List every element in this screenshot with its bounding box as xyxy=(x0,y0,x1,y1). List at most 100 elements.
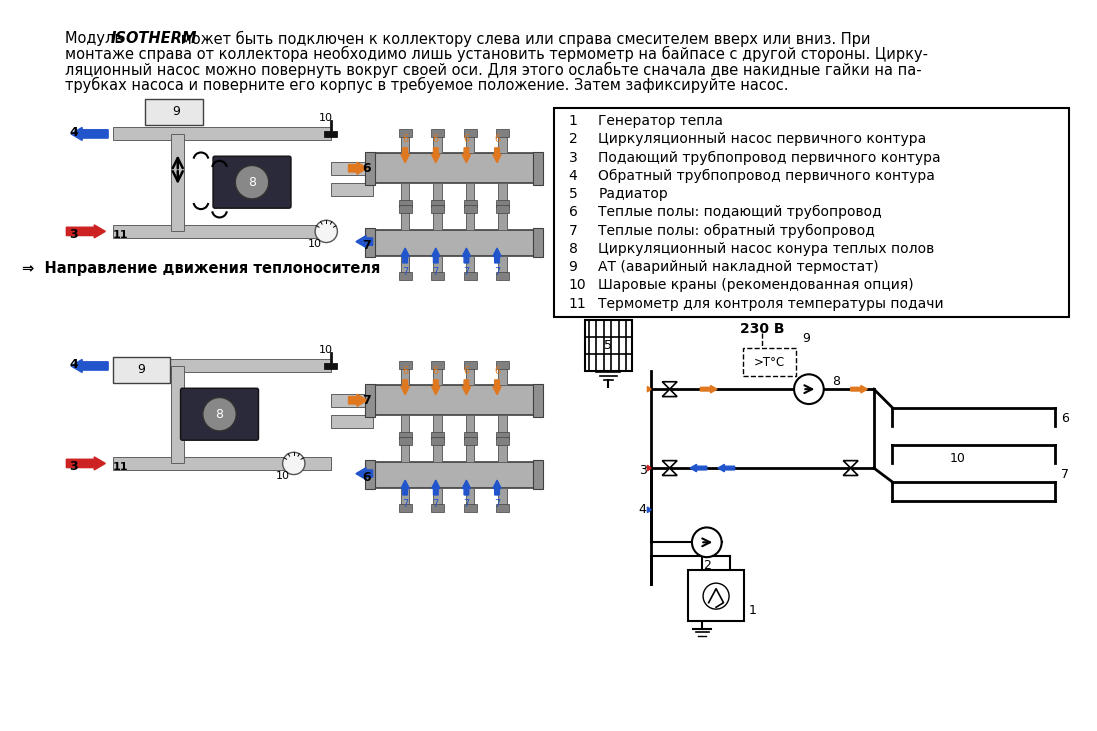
Text: 6: 6 xyxy=(362,471,371,484)
FancyArrow shape xyxy=(717,464,735,471)
Text: 9: 9 xyxy=(137,363,146,376)
Text: 7: 7 xyxy=(362,394,371,407)
Text: 6: 6 xyxy=(463,366,470,376)
Bar xyxy=(464,129,476,137)
Bar xyxy=(433,135,442,154)
Bar xyxy=(464,361,476,368)
Bar xyxy=(466,367,474,385)
Bar xyxy=(464,504,476,512)
Text: 10: 10 xyxy=(319,113,333,123)
Text: 7: 7 xyxy=(432,499,439,509)
Bar xyxy=(464,437,476,445)
Text: 6: 6 xyxy=(362,162,371,175)
Bar xyxy=(373,230,535,256)
Text: 5: 5 xyxy=(568,187,577,201)
Text: 1: 1 xyxy=(568,114,577,128)
Text: 10: 10 xyxy=(950,452,965,465)
Text: 2: 2 xyxy=(703,559,711,572)
Text: ISOTHERM: ISOTHERM xyxy=(111,31,197,46)
Text: Подающий трубпопровод первичного контура: Подающий трубпопровод первичного контура xyxy=(598,151,941,164)
Text: 3: 3 xyxy=(568,151,577,164)
Text: 6: 6 xyxy=(403,134,408,144)
Bar xyxy=(498,488,507,506)
Bar xyxy=(533,227,543,257)
Text: >T°C: >T°C xyxy=(754,356,784,368)
FancyArrow shape xyxy=(349,394,367,406)
Text: АТ (аварийный накладной термостат): АТ (аварийный накладной термостат) xyxy=(598,260,879,274)
Bar xyxy=(466,415,474,433)
FancyArrow shape xyxy=(493,480,501,495)
Text: 7: 7 xyxy=(402,267,408,276)
Text: Шаровые краны (рекомендованная опция): Шаровые краны (рекомендованная опция) xyxy=(598,279,914,292)
Bar xyxy=(496,205,509,213)
Text: Обратный трубпопровод первичного контура: Обратный трубпопровод первичного контура xyxy=(598,169,935,183)
Text: 230 В: 230 В xyxy=(740,322,784,336)
Text: Циркуляционный насос первичного контура: Циркуляционный насос первичного контура xyxy=(598,132,927,146)
Bar xyxy=(433,256,442,274)
Text: монтаже справа от коллектора необходимо лишь установить термометр на байпасе с д: монтаже справа от коллектора необходимо … xyxy=(65,46,928,62)
Bar xyxy=(466,211,474,230)
Bar xyxy=(431,437,444,445)
Text: 3: 3 xyxy=(638,464,646,477)
Text: 3: 3 xyxy=(69,227,78,240)
Text: Генератор тепла: Генератор тепла xyxy=(598,114,723,128)
Text: Теплые полы: подающий трубопровод: Теплые полы: подающий трубопровод xyxy=(598,205,882,219)
Polygon shape xyxy=(663,382,677,389)
Text: Теплые полы: обратный трубопровод: Теплые полы: обратный трубопровод xyxy=(598,224,875,238)
Bar xyxy=(402,367,409,385)
Bar xyxy=(496,432,509,439)
Bar xyxy=(373,154,535,183)
Bar xyxy=(496,361,509,368)
Bar xyxy=(113,127,331,140)
Bar xyxy=(498,443,507,461)
Text: 8: 8 xyxy=(833,375,840,388)
Bar xyxy=(431,129,444,137)
Bar xyxy=(496,272,509,280)
Bar xyxy=(464,432,476,439)
Text: 6: 6 xyxy=(463,134,470,144)
Bar xyxy=(398,205,411,213)
Bar xyxy=(433,211,442,230)
Text: 10: 10 xyxy=(568,279,586,292)
Bar xyxy=(431,504,444,512)
Text: 8: 8 xyxy=(248,175,256,189)
Bar xyxy=(466,488,474,506)
Bar xyxy=(398,504,411,512)
Circle shape xyxy=(315,220,338,243)
Polygon shape xyxy=(647,465,652,471)
Text: 7: 7 xyxy=(1062,468,1070,481)
Bar xyxy=(402,415,409,433)
FancyArrow shape xyxy=(462,248,471,263)
Bar xyxy=(402,135,409,154)
Text: 9: 9 xyxy=(802,332,810,344)
Text: 4: 4 xyxy=(69,357,78,371)
Text: 10: 10 xyxy=(308,239,323,249)
Bar xyxy=(431,200,444,208)
Bar xyxy=(498,211,507,230)
FancyArrow shape xyxy=(355,235,373,248)
Text: Термометр для контроля температуры подачи: Термометр для контроля температуры подач… xyxy=(598,297,943,311)
FancyArrow shape xyxy=(462,148,471,163)
FancyArrow shape xyxy=(462,480,471,495)
Text: 11: 11 xyxy=(113,230,128,240)
Bar xyxy=(554,108,1068,317)
Text: 7: 7 xyxy=(402,499,408,509)
Bar xyxy=(496,437,509,445)
Text: 10: 10 xyxy=(319,345,333,355)
Bar xyxy=(365,384,374,417)
Polygon shape xyxy=(663,389,677,397)
Text: 7: 7 xyxy=(463,267,470,276)
FancyArrow shape xyxy=(71,360,109,373)
Text: 4: 4 xyxy=(638,504,646,516)
Text: 7: 7 xyxy=(494,499,500,509)
Circle shape xyxy=(203,398,236,431)
FancyArrow shape xyxy=(402,380,409,395)
Text: 7: 7 xyxy=(432,267,439,276)
Text: 6: 6 xyxy=(568,205,577,219)
Bar xyxy=(533,460,543,490)
Bar xyxy=(496,200,509,208)
Text: 7: 7 xyxy=(494,267,500,276)
Bar xyxy=(496,129,509,137)
Text: 4: 4 xyxy=(69,126,78,139)
Bar xyxy=(498,415,507,433)
